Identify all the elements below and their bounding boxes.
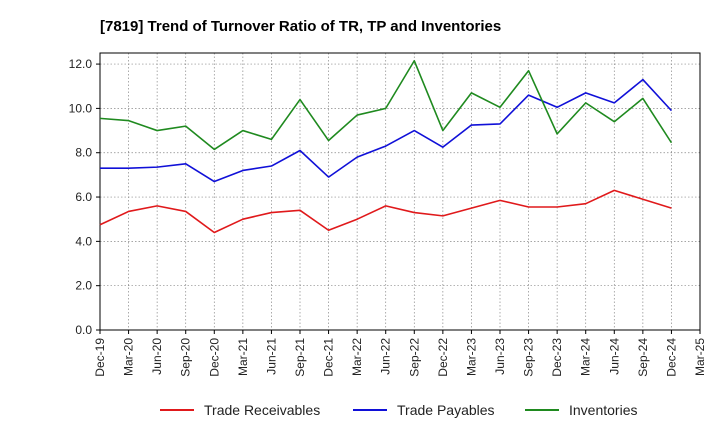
legend: Trade Receivables Trade Payables Inventori…	[160, 402, 637, 418]
x-tick-label: Sep-22	[407, 338, 421, 377]
y-tick-label: 10.0	[69, 101, 93, 115]
x-tick-label: Sep-23	[522, 338, 536, 377]
plot-frame	[99, 52, 701, 331]
x-tick-label: Mar-23	[464, 338, 478, 376]
legend-label: Inventories	[569, 402, 637, 418]
series-line-3	[99, 59, 673, 151]
x-tick-label: Mar-24	[579, 338, 593, 376]
series-line-1	[99, 189, 672, 234]
axes	[99, 52, 701, 331]
x-tick-label: Mar-20	[122, 338, 136, 376]
legend-label: Trade Payables	[397, 402, 495, 418]
series-lines	[99, 59, 673, 234]
x-tick-label: Jun-22	[379, 338, 393, 375]
y-tick-label: 4.0	[75, 234, 92, 248]
y-tick-label: 12.0	[69, 57, 93, 71]
x-tick-label: Mar-22	[350, 338, 364, 376]
x-tick-label: Sep-24	[636, 338, 650, 377]
legend-label: Trade Receivables	[204, 402, 320, 418]
y-tick-label: 6.0	[75, 190, 92, 204]
x-tick-label: Dec-24	[664, 338, 678, 377]
x-tick-label: Sep-21	[293, 338, 307, 377]
x-tick-label: Dec-23	[550, 338, 564, 377]
y-tick-label: 0.0	[75, 323, 92, 337]
x-tick-label: Jun-23	[493, 338, 507, 375]
x-tick-label: Dec-22	[436, 338, 450, 377]
x-tick-label: Dec-19	[93, 338, 107, 377]
x-tick-label: Jun-24	[607, 338, 621, 375]
y-axis-ticks: 0.0 2.0 4.0 6.0 8.0 10.0 12.0	[69, 57, 100, 337]
x-tick-label: Jun-21	[264, 338, 278, 375]
x-axis-ticks: Dec-19 Mar-20 Jun-20 Sep-20 Dec-20 Mar-21 Jun-…	[93, 330, 707, 377]
chart-title: [7819] Trend of Turnover Ratio of TR, TP…	[100, 18, 501, 35]
y-tick-label: 8.0	[75, 146, 92, 160]
x-tick-label: Dec-20	[207, 338, 221, 377]
x-tick-label: Jun-20	[150, 338, 164, 375]
x-tick-label: Sep-20	[179, 338, 193, 377]
x-tick-label: Mar-25	[693, 338, 707, 376]
y-tick-label: 2.0	[75, 279, 92, 293]
series-line-2	[100, 78, 673, 183]
grid-lines	[100, 53, 700, 330]
x-tick-label: Mar-21	[236, 338, 250, 376]
x-tick-label: Dec-21	[322, 338, 336, 377]
